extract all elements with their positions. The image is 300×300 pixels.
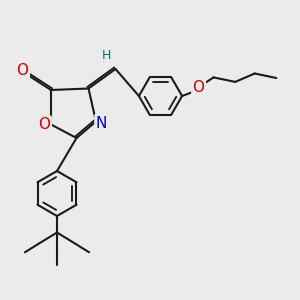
Text: O: O [193, 80, 205, 95]
Text: O: O [38, 117, 50, 132]
Text: H: H [102, 49, 111, 62]
Text: N: N [96, 116, 107, 130]
Text: O: O [16, 63, 28, 78]
